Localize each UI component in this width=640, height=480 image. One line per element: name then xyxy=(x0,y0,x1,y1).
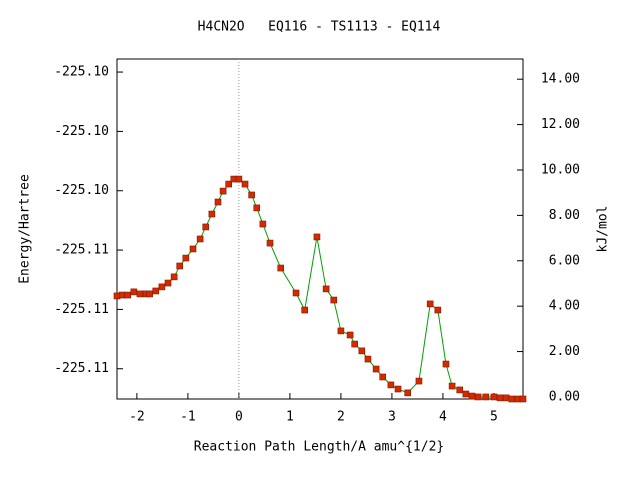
data-point xyxy=(434,306,442,314)
y-tick-label: -225.10 xyxy=(54,124,109,139)
data-point xyxy=(170,273,178,281)
data-point xyxy=(202,223,210,231)
data-point xyxy=(176,262,184,270)
data-point xyxy=(235,175,243,183)
data-point xyxy=(164,279,172,287)
data-point xyxy=(259,220,267,228)
data-point xyxy=(379,373,387,381)
data-point xyxy=(462,390,470,398)
y2-tick-label: 2.00 xyxy=(549,344,580,359)
x-tick-label: 2 xyxy=(337,410,345,425)
data-point xyxy=(372,365,380,373)
data-point xyxy=(189,245,197,253)
chart-title: H4CN2O EQ116 - TS1113 - EQ114 xyxy=(198,20,441,35)
data-point xyxy=(394,385,402,393)
y-tick-label: -225.10 xyxy=(54,183,109,198)
x-tick-label: -2 xyxy=(129,410,145,425)
data-point xyxy=(225,180,233,188)
y2-tick-label: 8.00 xyxy=(549,208,580,223)
data-point xyxy=(292,289,300,297)
x-tick-label: 5 xyxy=(490,410,498,425)
series-line xyxy=(116,178,523,400)
data-point xyxy=(241,180,249,188)
x-tick-label: 4 xyxy=(439,410,447,425)
data-point xyxy=(468,392,476,400)
y-tick-label: -225.11 xyxy=(54,243,109,258)
data-point xyxy=(474,393,482,401)
data-point xyxy=(301,306,308,314)
data-point xyxy=(182,254,190,262)
x-tick-label: 1 xyxy=(286,410,294,425)
data-point xyxy=(313,233,321,241)
y2-tick-label: 6.00 xyxy=(549,253,580,268)
data-point xyxy=(508,395,516,403)
data-point xyxy=(266,239,274,247)
data-point xyxy=(136,290,144,298)
data-point xyxy=(351,340,358,348)
data-point xyxy=(519,395,527,403)
data-point xyxy=(277,264,285,272)
data-point xyxy=(152,287,160,295)
data-point xyxy=(146,290,153,298)
y2-tick-label: 4.00 xyxy=(549,299,580,314)
data-point xyxy=(358,347,366,355)
data-point xyxy=(496,394,504,402)
y2-tick-label: 0.00 xyxy=(549,389,580,404)
data-point xyxy=(346,331,354,339)
data-point xyxy=(248,191,255,199)
y-tick-label: -225.11 xyxy=(54,361,109,376)
data-point xyxy=(490,393,498,401)
y2-tick-label: 14.00 xyxy=(541,72,580,87)
data-point xyxy=(442,360,450,368)
data-point xyxy=(404,389,412,397)
x-tick-label: 3 xyxy=(388,410,396,425)
data-point xyxy=(118,291,126,299)
x-tick-label: 0 xyxy=(235,410,243,425)
data-point xyxy=(322,285,330,293)
data-point xyxy=(426,300,434,308)
data-point xyxy=(456,386,464,394)
y-tick-label: -225.11 xyxy=(54,302,109,317)
y2-tick-label: 12.00 xyxy=(541,117,580,132)
data-point xyxy=(337,327,345,335)
data-point xyxy=(158,283,166,291)
x-axis-label: Reaction Path Length/A amu^{1/2} xyxy=(194,440,444,455)
data-point xyxy=(196,235,204,243)
data-point xyxy=(482,393,490,401)
data-point xyxy=(387,381,395,389)
x-tick-label: -1 xyxy=(180,410,196,425)
plot-frame xyxy=(116,58,524,400)
data-point xyxy=(208,210,216,218)
y-tick-label: -225.10 xyxy=(54,65,109,80)
data-point xyxy=(364,355,372,363)
data-point xyxy=(130,288,138,296)
data-point xyxy=(415,377,423,385)
y2-tick-label: 10.00 xyxy=(541,162,580,177)
data-point xyxy=(330,296,338,304)
data-point xyxy=(219,187,227,195)
data-point xyxy=(448,382,456,390)
data-point xyxy=(214,198,222,206)
data-point xyxy=(502,394,510,402)
data-point xyxy=(253,204,261,212)
data-point xyxy=(124,291,132,299)
y-axis-label: Energy/Hartree xyxy=(18,174,33,284)
y2-axis-label: kJ/mol xyxy=(596,206,611,253)
